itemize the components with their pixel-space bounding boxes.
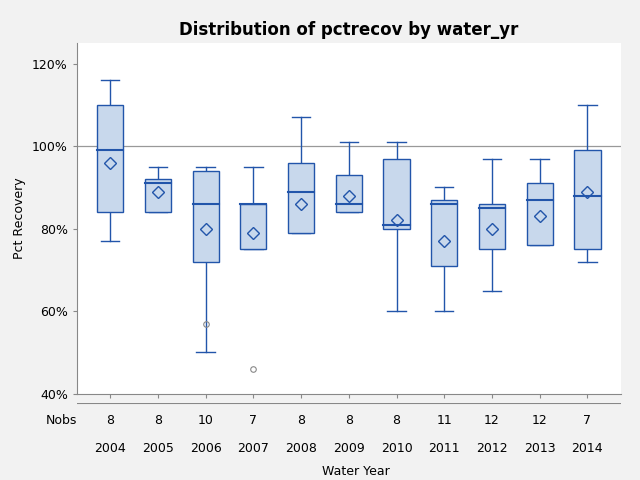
Bar <box>527 183 553 245</box>
Text: 2004: 2004 <box>94 442 126 455</box>
Text: 2012: 2012 <box>476 442 508 455</box>
Text: 12: 12 <box>484 413 500 427</box>
Text: 8: 8 <box>106 413 114 427</box>
Text: 2005: 2005 <box>142 442 174 455</box>
Text: 2014: 2014 <box>572 442 604 455</box>
Bar <box>335 175 362 212</box>
Text: 2009: 2009 <box>333 442 365 455</box>
Bar <box>574 150 600 249</box>
Text: 2006: 2006 <box>190 442 221 455</box>
Text: 8: 8 <box>297 413 305 427</box>
Bar <box>479 204 505 249</box>
Title: Distribution of pctrecov by water_yr: Distribution of pctrecov by water_yr <box>179 21 518 39</box>
Text: 2013: 2013 <box>524 442 556 455</box>
Text: 2008: 2008 <box>285 442 317 455</box>
Text: 7: 7 <box>584 413 591 427</box>
Text: Water Year: Water Year <box>322 465 390 479</box>
Bar <box>97 105 124 212</box>
Text: 8: 8 <box>154 413 162 427</box>
Text: 10: 10 <box>198 413 214 427</box>
Text: 7: 7 <box>250 413 257 427</box>
Bar <box>431 200 458 266</box>
Text: 11: 11 <box>436 413 452 427</box>
Y-axis label: Pct Recovery: Pct Recovery <box>13 178 26 259</box>
Text: 12: 12 <box>532 413 548 427</box>
Text: 8: 8 <box>345 413 353 427</box>
Bar <box>240 204 266 249</box>
Bar <box>193 171 219 262</box>
Text: 2011: 2011 <box>428 442 460 455</box>
Text: 8: 8 <box>392 413 401 427</box>
Text: 2010: 2010 <box>381 442 412 455</box>
Text: 2007: 2007 <box>237 442 269 455</box>
Text: Nobs: Nobs <box>45 413 77 427</box>
Bar <box>145 179 171 212</box>
Bar <box>383 158 410 228</box>
Bar <box>288 163 314 233</box>
